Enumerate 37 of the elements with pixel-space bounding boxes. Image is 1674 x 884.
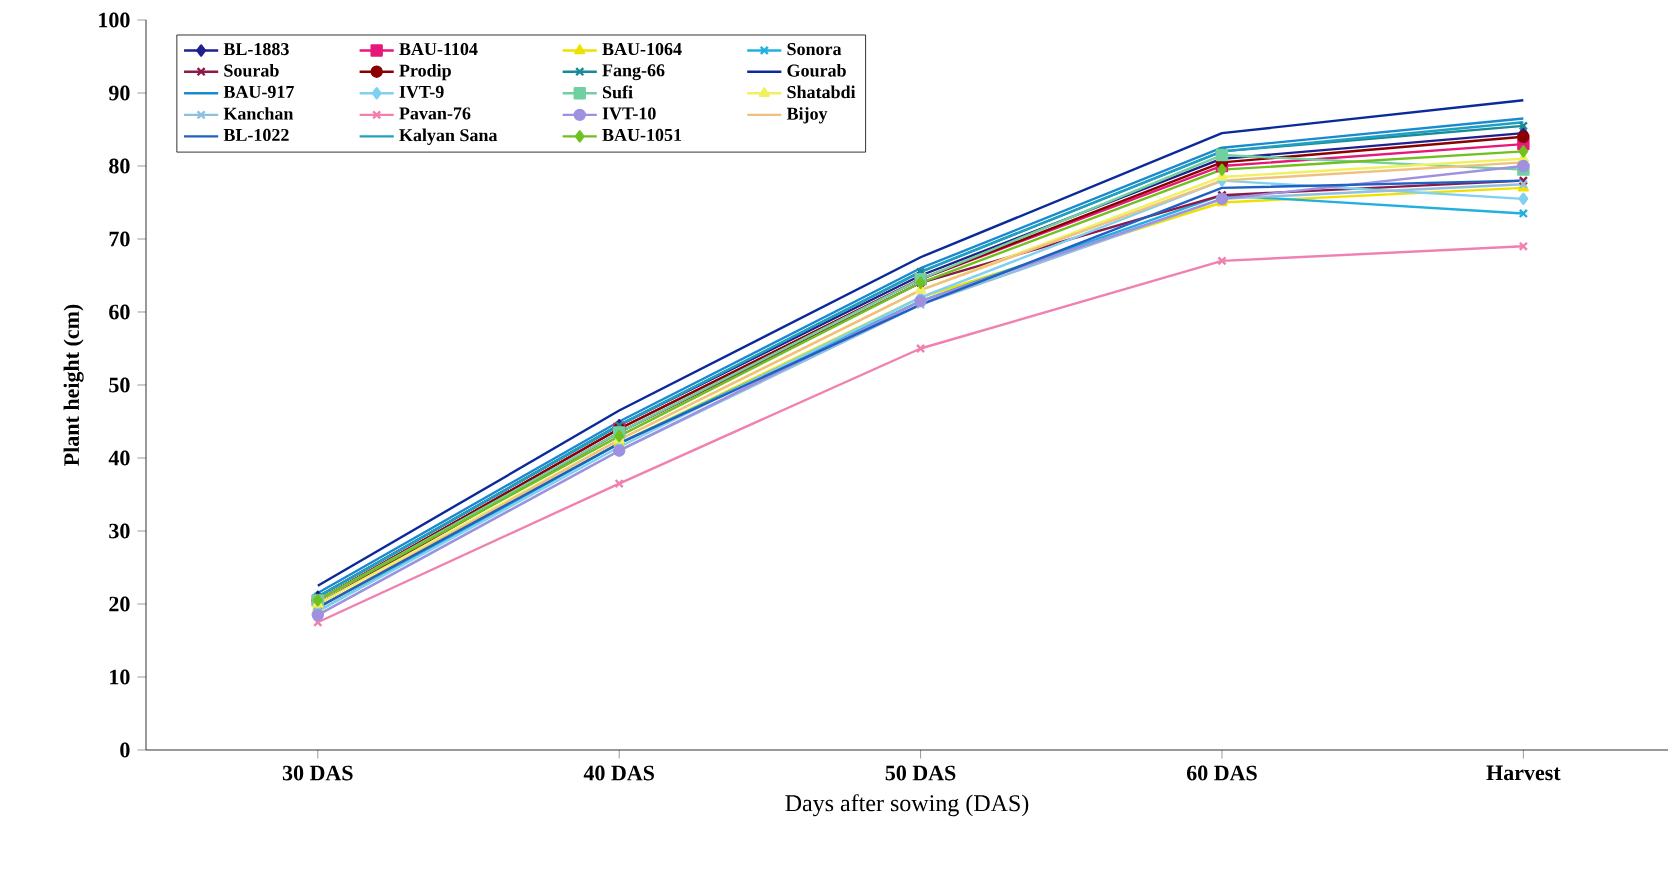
legend-label: Sourab [224,63,279,77]
y-tick-label: 60 [109,304,130,320]
legend-label: BL-1883 [223,42,289,56]
y-axis-title: Plant height (cm) [63,304,84,466]
legend-label: BAU-1104 [399,42,478,56]
y-tick-label: 90 [109,85,130,101]
y-tick-label: 0 [120,742,130,758]
y-tick-label: 40 [108,450,130,466]
x-tick-label: 50 DAS [885,765,956,781]
legend-label: IVT-9 [399,85,444,99]
x-tick-label: 60 DAS [1186,765,1257,781]
y-tick-label: 70 [109,231,130,247]
legend-label: Gourab [787,63,846,77]
legend-label: Sonora [787,43,842,56]
legend-label: Pavan-76 [399,107,471,120]
y-tick-label: 20 [109,596,130,612]
legend-label: Bijoy [786,107,828,124]
y-tick-label: 50 [109,377,130,393]
y-tick-label: 100 [99,12,130,28]
legend-label: BAU-917 [223,85,294,98]
legend-label: IVT-10 [602,107,656,120]
legend-label: Prodip [399,63,451,81]
legend-label: Kanchan [223,107,294,120]
x-tick-label: 40 DAS [583,765,654,781]
legend-label: BL-1022 [223,128,289,142]
legend-label: Fang-66 [602,64,665,81]
legend-label: Shatabdi [787,85,856,99]
legend-label: BAU-1051 [602,128,682,142]
legend-label: Kalyan Sana [399,128,498,145]
y-tick-label: 30 [109,523,130,539]
y-tick-label: 80 [109,158,130,174]
legend-label: BAU-1064 [602,42,682,56]
y-tick-label: 10 [110,669,130,685]
x-tick-label: 30 DAS [282,765,353,781]
x-tick-label: Harvest [1486,765,1561,781]
x-axis-title: Days after sowing (DAS) [785,794,1029,817]
legend-label: Sufi [602,85,633,99]
